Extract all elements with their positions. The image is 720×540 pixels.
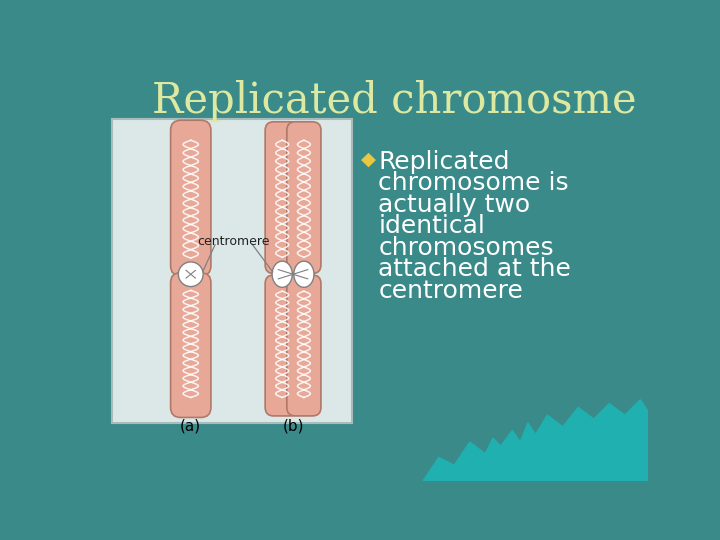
Polygon shape <box>423 400 648 481</box>
Text: chromosome is: chromosome is <box>378 171 569 195</box>
Text: centromere: centromere <box>378 279 523 303</box>
Ellipse shape <box>294 261 314 287</box>
Text: (b): (b) <box>282 418 304 433</box>
Text: (a): (a) <box>180 418 202 433</box>
Text: Replicated: Replicated <box>378 150 510 173</box>
Ellipse shape <box>179 262 203 287</box>
Polygon shape <box>462 442 648 481</box>
Ellipse shape <box>272 261 292 287</box>
FancyBboxPatch shape <box>265 122 300 273</box>
Text: chromosomes: chromosomes <box>378 236 554 260</box>
FancyBboxPatch shape <box>112 119 352 423</box>
FancyBboxPatch shape <box>171 120 211 276</box>
FancyBboxPatch shape <box>287 275 321 416</box>
Text: Replicated chromosme: Replicated chromosme <box>152 80 636 122</box>
Text: centromere: centromere <box>197 235 269 248</box>
FancyBboxPatch shape <box>171 273 211 417</box>
Text: attached at the: attached at the <box>378 257 571 281</box>
Text: actually two: actually two <box>378 193 531 217</box>
Text: ◆: ◆ <box>361 150 377 168</box>
Text: identical: identical <box>378 214 485 238</box>
FancyBboxPatch shape <box>287 122 321 273</box>
FancyBboxPatch shape <box>265 275 300 416</box>
